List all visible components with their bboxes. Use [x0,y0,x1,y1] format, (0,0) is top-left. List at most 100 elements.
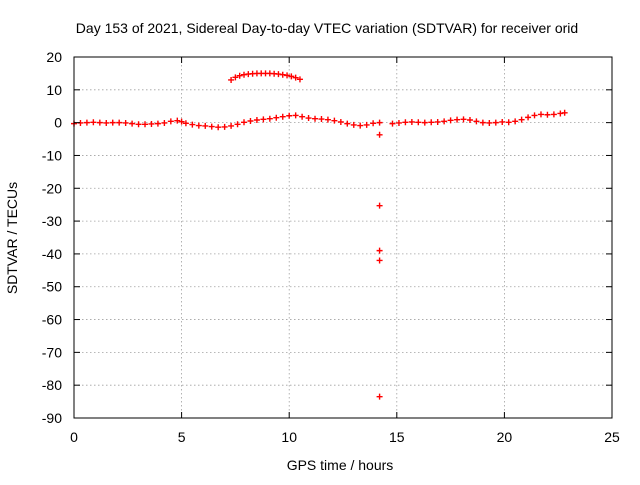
data-point [154,120,161,127]
data-point [90,119,97,126]
data-point [292,74,299,81]
data-point [376,202,383,209]
data-point [228,122,235,129]
y-tick-label: -80 [42,377,62,393]
data-point [376,131,383,138]
y-tick-label: 0 [54,115,62,131]
data-point [376,247,383,254]
data-point [305,115,312,122]
y-tick-label: -30 [42,213,62,229]
data-point [537,111,544,118]
data-point [182,120,189,127]
data-point [324,116,331,123]
x-tick-label: 25 [604,429,620,445]
y-tick-label: -70 [42,344,62,360]
data-point [174,117,181,124]
x-tick-label: 20 [497,429,513,445]
data-point [486,119,493,126]
data-point [215,124,222,131]
data-point [247,117,254,124]
data-point [421,119,428,126]
data-point [299,113,306,120]
x-tick-label: 10 [281,429,297,445]
y-tick-label: -40 [42,246,62,262]
y-axis-label: SDTVAR / TECUs [4,182,20,294]
data-point [195,122,202,129]
data-point [454,116,461,123]
data-point [83,119,90,126]
data-point [441,118,448,125]
data-point [236,72,243,79]
data-point [363,121,370,128]
data-point [370,120,377,127]
data-point [288,73,295,80]
data-point [241,119,248,126]
data-point [473,118,480,125]
data-point [402,119,409,126]
x-tick-label: 0 [70,429,78,445]
data-point [492,119,499,126]
tick-labels-layer: 0 5 10 15 20 25 20 10 0 -10 -20 -30 -40 -50 -60 -70 -80 -… [42,49,620,445]
data-point [408,118,415,125]
data-point [350,121,357,128]
y-tick-label: 10 [46,82,62,98]
data-point [434,118,441,125]
data-point [518,116,525,123]
data-point [376,393,383,400]
data-point [376,119,383,126]
data-point [415,119,422,126]
data-point [318,116,325,123]
data-point [466,117,473,124]
data-point [284,72,291,79]
data-point [428,119,435,126]
data-point [561,109,568,116]
data-point [228,76,235,83]
data-point [447,117,454,124]
data-point [550,111,557,118]
data-point [337,118,344,125]
data-point [512,118,519,125]
plot-frame [73,56,613,419]
data-point [479,119,486,126]
data-point [103,119,110,126]
data-point [531,112,538,119]
data-point [292,112,299,119]
data-point [331,117,338,124]
data-point [202,122,209,129]
x-tick-label: 15 [389,429,405,445]
data-point [122,119,129,126]
y-tick-label: -20 [42,180,62,196]
data-point [273,114,280,121]
data-point [395,119,402,126]
data-point [266,115,273,122]
y-tick-label: 20 [46,49,62,65]
y-tick-label: -50 [42,279,62,295]
data-point [129,120,136,127]
chart-title: Day 153 of 2021, Sidereal Day-to-day VTE… [76,20,578,36]
data-point [234,121,241,128]
data-point [221,123,228,130]
data-point [389,120,396,127]
data-point [460,116,467,123]
data-point [96,119,103,126]
data-point [116,119,123,126]
data-point [142,121,149,128]
y-tick-label: -90 [42,410,62,426]
data-point [344,120,351,127]
data-point [312,115,319,122]
y-tick-label: -10 [42,147,62,163]
grid-layer [74,57,612,418]
data-point [279,113,286,120]
data-point [505,119,512,126]
data-point [286,112,293,119]
x-axis-label: GPS time / hours [287,457,394,473]
data-point [232,74,239,81]
data-point [260,116,267,123]
data-point [167,118,174,125]
data-point [376,257,383,264]
data-point [208,123,215,130]
data-point [109,119,116,126]
